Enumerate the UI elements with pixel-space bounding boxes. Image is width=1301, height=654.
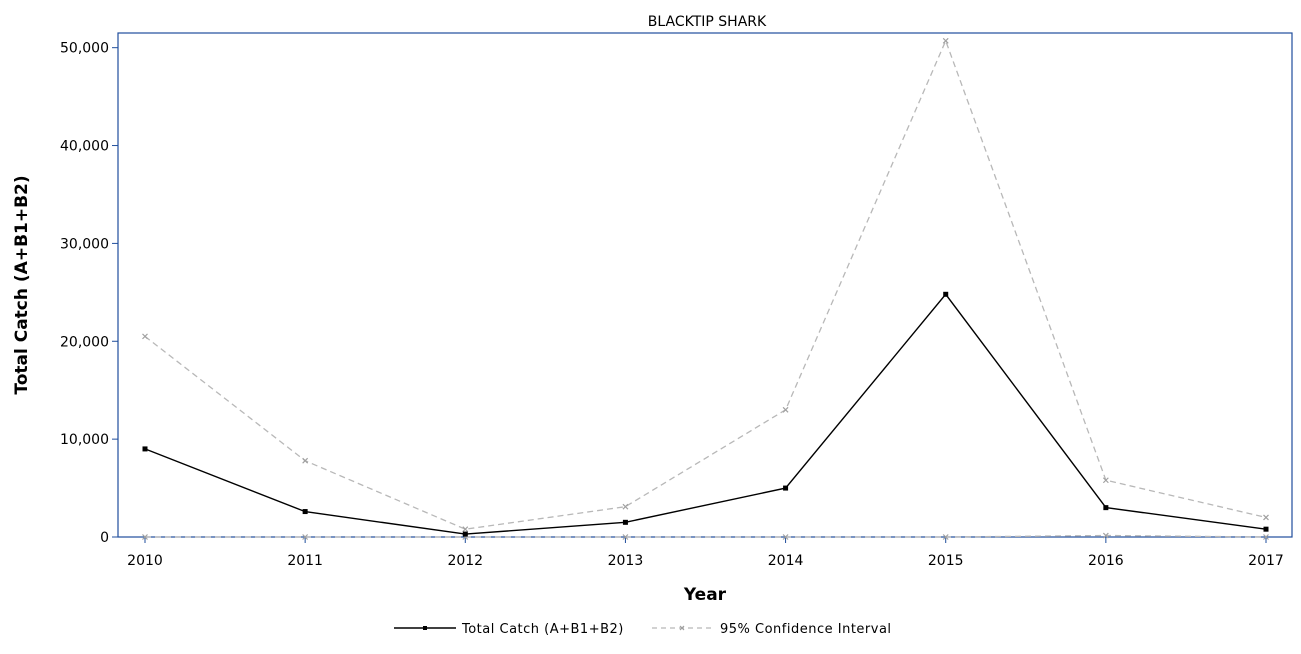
data-point-total-catch [462, 531, 468, 537]
data-point-confidence [1263, 514, 1269, 521]
y-tick-label: 10,000 [60, 432, 109, 448]
x-tick-label: 2012 [447, 553, 483, 569]
data-point-total-catch [783, 485, 789, 491]
series-layer [142, 37, 1269, 540]
data-point-confidence [1102, 477, 1109, 484]
x-tick-label: 2015 [928, 553, 964, 569]
x-tick-label: 2013 [608, 553, 644, 569]
legend-marker-total-catch [423, 626, 427, 630]
y-tick-label: 30,000 [60, 236, 109, 252]
data-point-total-catch [1103, 505, 1109, 511]
x-tick-label: 2011 [287, 553, 323, 569]
plot-frame [117, 32, 1293, 538]
legend: Total Catch (A+B1+B2) 95% Confidence Int… [394, 622, 892, 637]
data-point-total-catch [142, 446, 148, 452]
y-tick-label: 40,000 [60, 139, 109, 155]
data-point-total-catch [943, 291, 949, 297]
data-point-confidence [1102, 532, 1109, 539]
data-point-confidence [302, 534, 309, 540]
x-tick-label: 2016 [1088, 553, 1124, 569]
y-axis-title: Total Catch (A+B1+B2) [12, 175, 32, 394]
y-tick-label: 0 [100, 530, 109, 546]
data-point-confidence [302, 457, 309, 464]
data-point-total-catch [302, 509, 308, 515]
data-point-confidence [142, 333, 148, 340]
legend-marker-confidence-interval [679, 625, 685, 631]
data-point-confidence [462, 526, 469, 533]
data-point-confidence [782, 534, 789, 540]
data-point-confidence [942, 534, 949, 540]
x-tick-label: 2014 [768, 553, 804, 569]
x-axis: 2010 2011 2012 2013 2014 2015 2016 2017 [127, 537, 1284, 569]
data-point-total-catch [1263, 526, 1269, 532]
series-line-upper-confidence [144, 39, 1267, 530]
data-point-confidence [942, 37, 949, 44]
x-tick-label: 2017 [1248, 553, 1284, 569]
series-line-lower-confidence [145, 534, 1267, 538]
data-point-confidence [782, 406, 789, 413]
data-point-total-catch [622, 519, 628, 525]
series-line-total-catch [144, 293, 1267, 535]
data-point-confidence [1263, 534, 1269, 540]
data-point-confidence [622, 503, 629, 510]
data-point-confidence [622, 534, 629, 540]
chart-title: BLACKTIP SHARK [648, 14, 767, 30]
y-tick-label: 50,000 [60, 41, 109, 57]
x-axis-title: Year [683, 585, 727, 605]
data-point-confidence [142, 534, 148, 540]
x-tick-label: 2010 [127, 553, 163, 569]
legend-label-total-catch: Total Catch (A+B1+B2) [461, 622, 624, 637]
y-tick-label: 20,000 [60, 334, 109, 350]
legend-label-confidence-interval: 95% Confidence Interval [720, 622, 892, 637]
y-axis: 0 10,000 20,000 30,000 40,000 50,000 [60, 41, 118, 546]
